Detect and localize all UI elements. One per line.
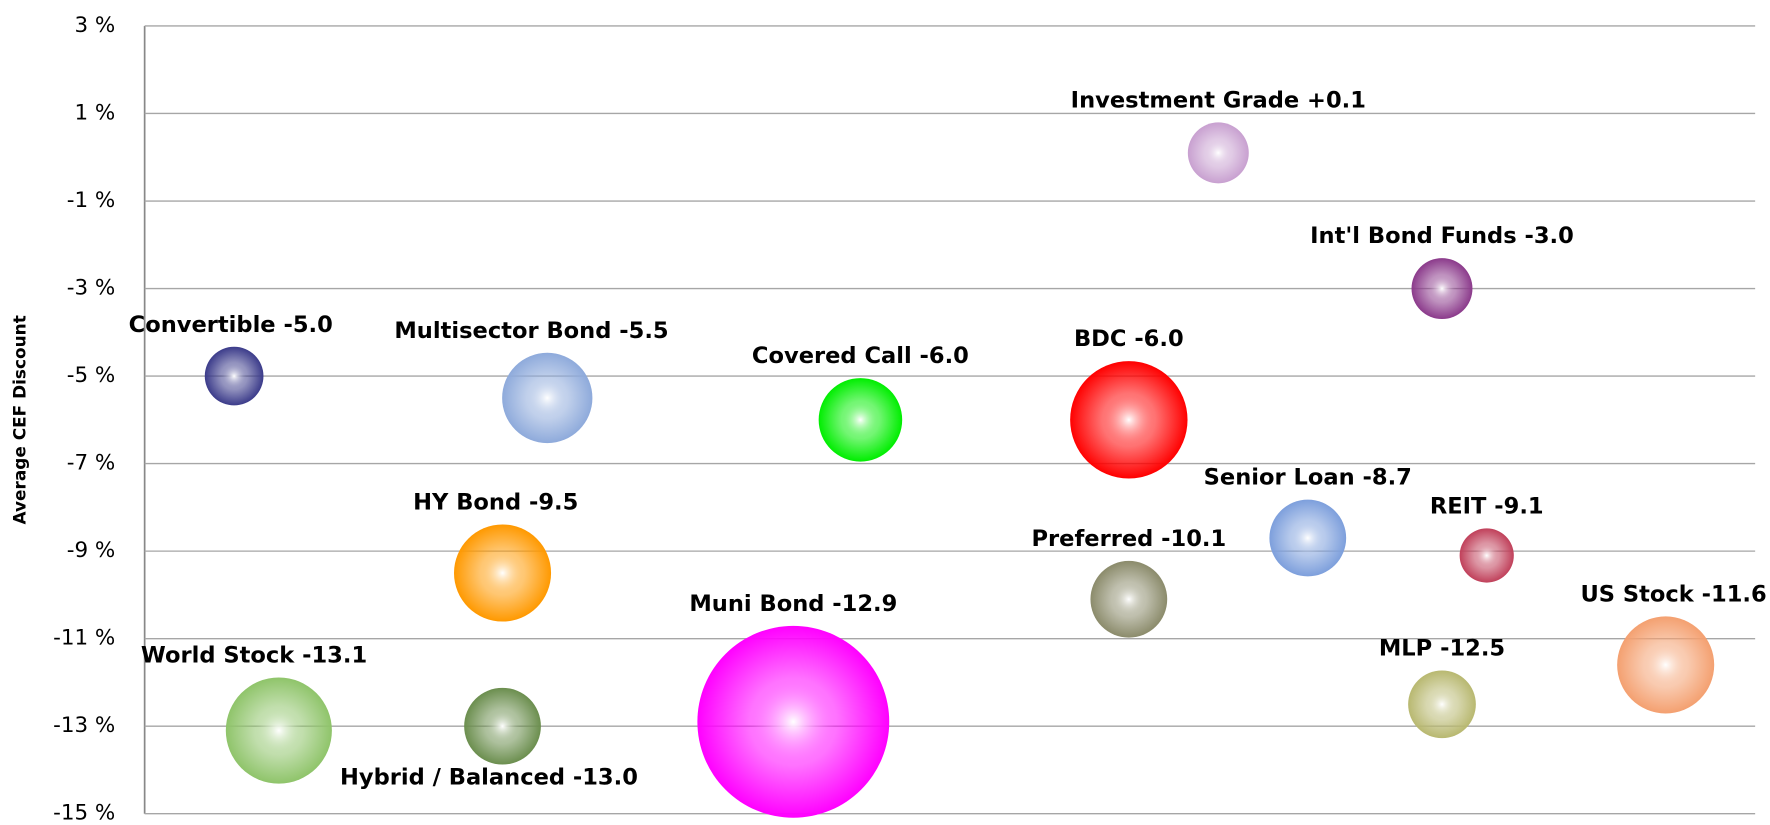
y-tick-label: -11 % (53, 626, 115, 651)
data-label: REIT -9.1 (1430, 493, 1544, 519)
bubble (1617, 616, 1715, 714)
bubble (1459, 528, 1514, 583)
data-label: Preferred -10.1 (1031, 526, 1226, 552)
y-tick-label: 1 % (74, 100, 115, 125)
y-tick-label: -9 % (67, 538, 116, 563)
bubble (1411, 258, 1473, 320)
data-label: Hybrid / Balanced -13.0 (340, 765, 638, 791)
data-label: Muni Bond -12.9 (689, 591, 897, 617)
data-label: Multisector Bond -5.5 (394, 318, 668, 344)
data-label: World Stock -13.1 (141, 643, 367, 669)
bubble (225, 677, 332, 784)
data-label: HY Bond -9.5 (413, 490, 578, 516)
y-tick-label: -15 % (53, 801, 115, 825)
data-label: Convertible -5.0 (129, 312, 333, 338)
bubble (1090, 560, 1168, 638)
bubble (818, 378, 903, 462)
bubble (1187, 122, 1249, 184)
bubble (697, 625, 890, 818)
bubble (502, 352, 593, 444)
y-tick-label: -5 % (67, 363, 116, 388)
data-label: US Stock -11.6 (1580, 581, 1766, 607)
bubble (454, 524, 552, 622)
data-label: Senior Loan -8.7 (1204, 465, 1412, 491)
bubble (1269, 499, 1347, 577)
data-label: Investment Grade +0.1 (1071, 87, 1366, 113)
y-tick-label: -1 % (67, 188, 116, 213)
data-label: MLP -12.5 (1379, 636, 1505, 662)
bubble (1408, 670, 1476, 739)
y-tick-label: -3 % (67, 276, 116, 301)
data-label: Covered Call -6.0 (752, 343, 969, 369)
y-tick-label: -13 % (53, 713, 115, 738)
y-tick-label: 3 % (74, 13, 115, 38)
bubble (464, 687, 541, 765)
bubble (204, 346, 264, 406)
data-label: Int'l Bond Funds -3.0 (1310, 223, 1574, 249)
data-label: BDC -6.0 (1074, 326, 1184, 352)
bubble (1070, 361, 1188, 479)
y-tick-label: -7 % (67, 451, 116, 476)
y-axis-title: Average CEF Discount (9, 315, 29, 524)
